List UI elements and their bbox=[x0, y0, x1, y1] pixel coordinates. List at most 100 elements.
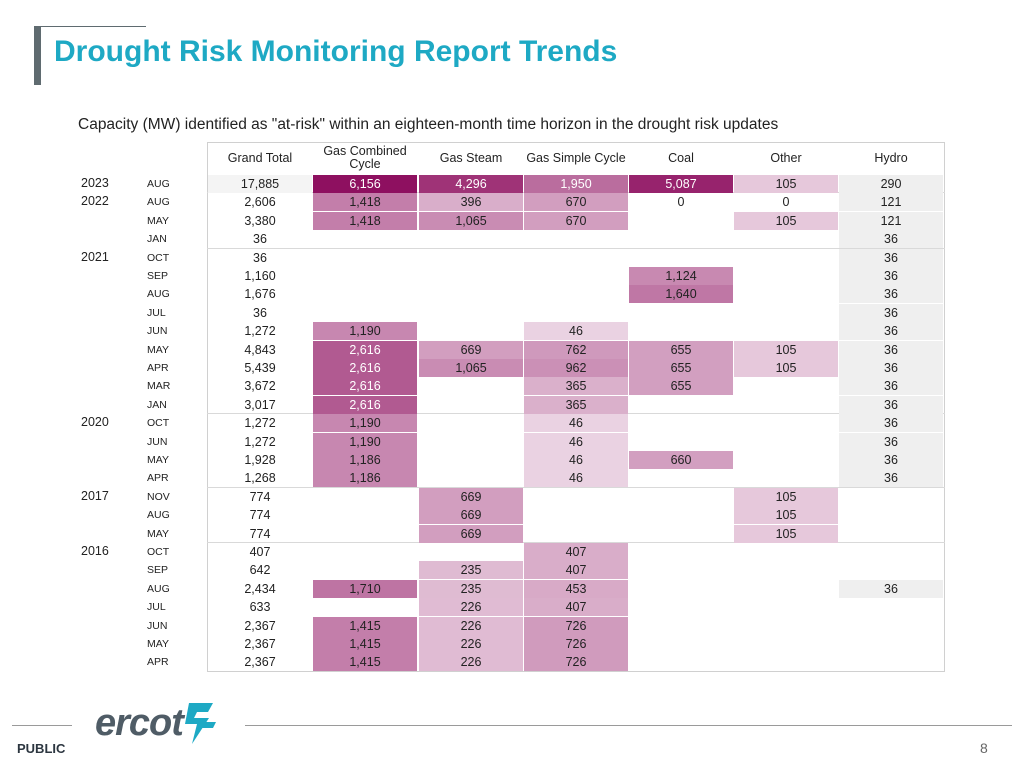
table-cell: 121 bbox=[839, 193, 943, 212]
month-label: JUN bbox=[147, 619, 168, 632]
table-cell bbox=[629, 230, 733, 248]
table-cell: 1,415 bbox=[313, 616, 417, 635]
table-cell: 36 bbox=[839, 414, 943, 433]
table-cell bbox=[419, 230, 523, 248]
table-cell: 6,156 bbox=[313, 175, 417, 193]
table-cell: 396 bbox=[419, 193, 523, 212]
table-cell bbox=[419, 267, 523, 285]
table-cell bbox=[419, 377, 523, 395]
month-label: MAY bbox=[147, 527, 169, 540]
table-cell: 226 bbox=[419, 616, 523, 635]
month-label: JUL bbox=[147, 601, 166, 614]
classification-label: PUBLIC bbox=[17, 741, 66, 756]
footer-rule-left bbox=[12, 725, 72, 726]
table-cell: 726 bbox=[524, 616, 628, 635]
table-cell bbox=[313, 285, 417, 303]
table-cell bbox=[839, 598, 943, 616]
table-cell bbox=[839, 506, 943, 524]
table-cell bbox=[734, 322, 838, 340]
table-cell bbox=[629, 506, 733, 524]
table-cell: 105 bbox=[734, 340, 838, 359]
table-cell: 36 bbox=[839, 248, 943, 267]
table-cell: 36 bbox=[839, 322, 943, 341]
table-cell bbox=[629, 322, 733, 340]
table-subtitle: Capacity (MW) identified as "at-risk" wi… bbox=[78, 116, 779, 133]
table-cell: 2,616 bbox=[313, 395, 417, 414]
table-cell bbox=[734, 653, 838, 671]
table-cell: 105 bbox=[734, 359, 838, 377]
table-cell bbox=[629, 653, 733, 671]
table-cell: 762 bbox=[524, 340, 628, 359]
month-label: SEP bbox=[147, 270, 169, 282]
table-cell bbox=[524, 525, 628, 543]
table-cell bbox=[419, 543, 523, 561]
month-label: AUG bbox=[147, 288, 170, 301]
month-label: MAY bbox=[147, 343, 169, 356]
table-cell bbox=[734, 414, 838, 432]
table-cell bbox=[313, 249, 417, 267]
table-cell: 0 bbox=[677, 195, 685, 210]
table-cell: 105 bbox=[734, 175, 838, 193]
table-cell: 633 bbox=[249, 600, 271, 615]
table-cell: 36 bbox=[839, 579, 943, 598]
table-cell: 1,124 bbox=[629, 267, 733, 285]
table-cell: 36 bbox=[253, 250, 267, 265]
table-cell: 1,272 bbox=[244, 324, 276, 339]
table-cell: 46 bbox=[524, 469, 628, 488]
table-cell: 235 bbox=[419, 561, 523, 580]
table-cell bbox=[419, 396, 523, 414]
table-cell bbox=[313, 506, 417, 524]
table-cell: 36 bbox=[839, 359, 943, 377]
table-cell: 2,616 bbox=[313, 359, 417, 377]
title-rule bbox=[36, 26, 146, 27]
table-cell bbox=[734, 469, 838, 487]
table-cell bbox=[734, 617, 838, 635]
table-cell bbox=[524, 267, 628, 285]
table-cell bbox=[313, 561, 417, 579]
table-cell bbox=[313, 543, 417, 561]
month-label: OCT bbox=[147, 251, 170, 264]
table-cell: 36 bbox=[839, 267, 943, 285]
table-cell: 3,017 bbox=[244, 397, 276, 412]
table-cell: 36 bbox=[839, 469, 943, 488]
table-cell: 46 bbox=[524, 322, 628, 341]
table-cell: 1,272 bbox=[244, 434, 276, 449]
table-cell: 669 bbox=[419, 340, 523, 359]
table-cell: 1,272 bbox=[244, 416, 276, 431]
table-cell bbox=[734, 543, 838, 561]
table-cell: 226 bbox=[419, 598, 523, 617]
table-cell bbox=[734, 635, 838, 653]
table-cell bbox=[629, 469, 733, 487]
table-cell: 226 bbox=[419, 653, 523, 672]
table-cell bbox=[734, 598, 838, 616]
table-cell bbox=[629, 488, 733, 506]
table-cell: 1,065 bbox=[419, 211, 523, 230]
table-cell: 3,380 bbox=[244, 213, 276, 228]
table-cell bbox=[524, 488, 628, 506]
table-cell bbox=[524, 249, 628, 267]
table-cell: 1,190 bbox=[313, 432, 417, 451]
table-cell: 2,434 bbox=[244, 581, 276, 596]
month-label: JUL bbox=[147, 306, 166, 319]
month-label: MAR bbox=[147, 380, 171, 393]
table-cell: 669 bbox=[419, 487, 523, 506]
table-cell bbox=[524, 285, 628, 303]
month-label: JAN bbox=[147, 233, 167, 246]
table-cell: 1,640 bbox=[629, 285, 733, 304]
table-cell: 46 bbox=[524, 414, 628, 433]
table-cell: 655 bbox=[629, 377, 733, 396]
table-cell bbox=[524, 304, 628, 322]
column-header: Other bbox=[770, 150, 802, 165]
table-cell: 36 bbox=[839, 451, 943, 469]
table-cell bbox=[734, 267, 838, 285]
month-label: MAY bbox=[147, 214, 169, 227]
month-label: APR bbox=[147, 362, 169, 374]
table-cell: 1,190 bbox=[313, 414, 417, 433]
month-label: AUG bbox=[147, 178, 170, 190]
table-cell: 46 bbox=[524, 451, 628, 469]
table-cell bbox=[839, 488, 943, 506]
column-header: Gas Steam bbox=[439, 150, 503, 165]
table-cell bbox=[313, 304, 417, 322]
table-cell: 105 bbox=[734, 211, 838, 230]
table-cell bbox=[734, 396, 838, 414]
